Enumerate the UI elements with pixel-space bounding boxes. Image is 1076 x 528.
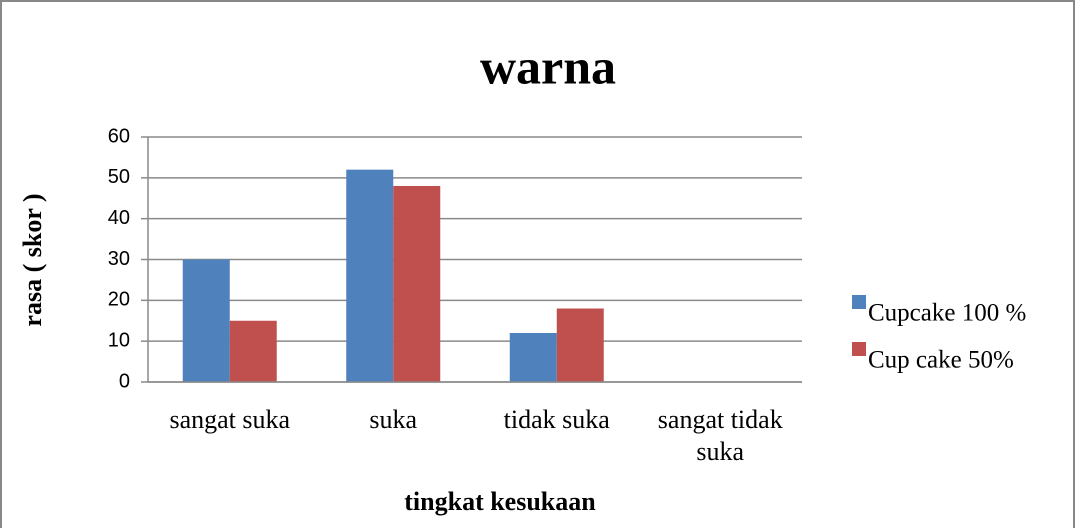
chart-title: warna (480, 38, 616, 94)
legend-label: Cup cake 50% (868, 347, 1014, 374)
bar (346, 169, 394, 382)
bar (393, 186, 441, 382)
bar (509, 333, 557, 382)
y-tick-label: 60 (108, 125, 130, 147)
y-tick-label: 30 (108, 248, 130, 270)
y-tick-label: 20 (108, 289, 130, 311)
legend-label: Cupcake 100 % (868, 300, 1026, 327)
x-tick-label: sangat suka (169, 405, 291, 434)
bar (229, 320, 277, 382)
y-tick-label: 50 (108, 166, 130, 188)
y-axis-label: rasa ( skor ) (18, 193, 47, 326)
x-axis-label: tingkat kesukaan (404, 487, 596, 516)
y-tick-label: 0 (119, 370, 130, 392)
y-tick-label: 40 (108, 207, 130, 229)
y-tick-label: 10 (108, 329, 130, 351)
x-tick-label: tidak suka (503, 405, 610, 434)
x-tick-label: suka (369, 405, 418, 434)
legend-swatch (852, 342, 866, 356)
bar (182, 259, 230, 382)
x-tick-label: sangat tidak suka (657, 405, 783, 466)
legend-swatch (852, 295, 866, 309)
bar (556, 308, 604, 382)
